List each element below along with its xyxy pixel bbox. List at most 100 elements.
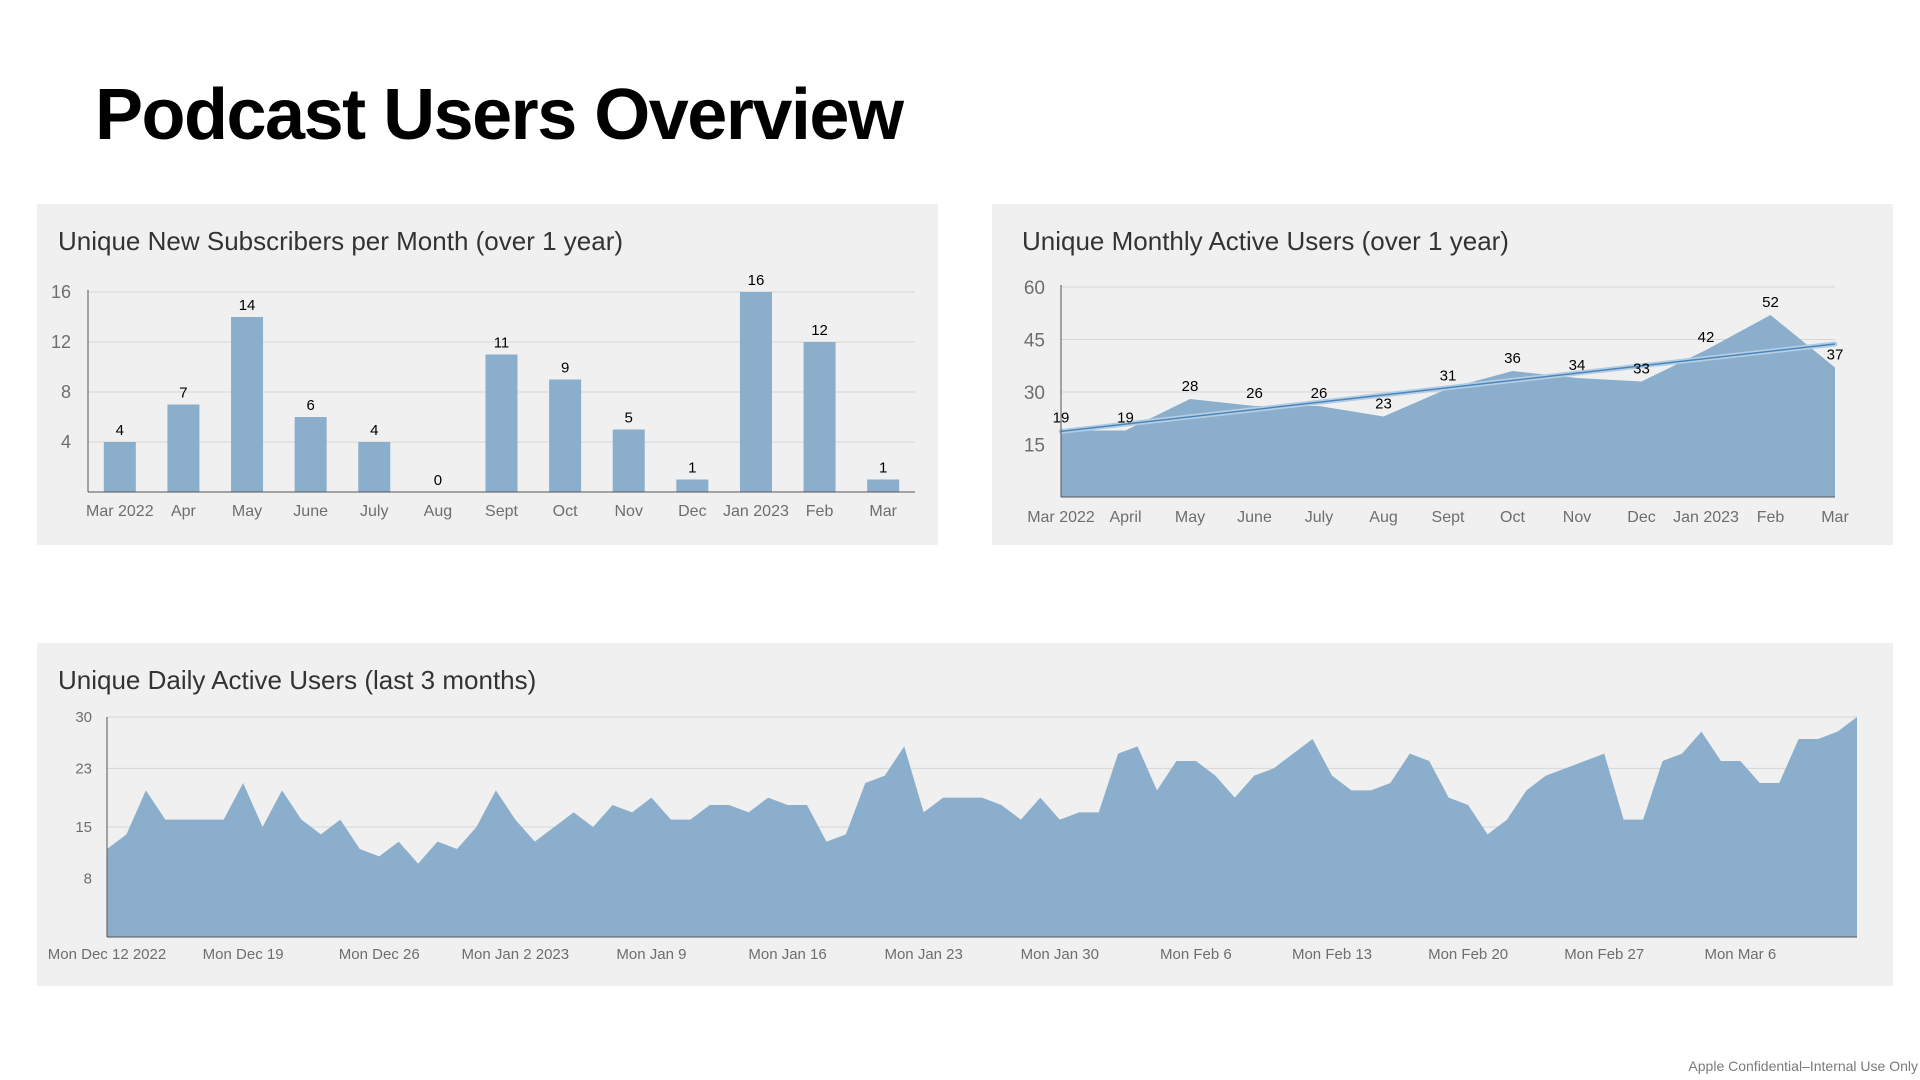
data-label: 26: [1246, 385, 1263, 402]
x-tick-label: Sept: [1432, 509, 1465, 526]
y-tick-label: 12: [51, 332, 71, 352]
data-label: 6: [306, 397, 314, 414]
data-label: 9: [561, 360, 569, 377]
monthly-active-users-panel: Unique Monthly Active Users (over 1 year…: [992, 204, 1893, 545]
page-title: Podcast Users Overview: [95, 75, 904, 155]
x-tick-label: Dec: [1627, 509, 1655, 526]
data-label: 37: [1827, 347, 1844, 364]
x-tick-label: Mon Jan 30: [1021, 946, 1099, 963]
daily-area-chart: 8 15 23 30 Mon Dec 12 2022 Mon Dec 19 Mon Dec …: [48, 709, 1857, 963]
x-tick-label: July: [360, 503, 388, 520]
bar: [549, 379, 582, 492]
data-label: 12: [811, 322, 828, 339]
data-label: 52: [1762, 294, 1779, 311]
x-tick-label: May: [232, 503, 262, 520]
x-tick-label: Mon Dec 26: [339, 946, 420, 963]
x-tick-label: Oct: [1500, 509, 1525, 526]
x-tick-label: Sept: [485, 503, 518, 520]
x-tick-label: Mar 2022: [1027, 509, 1095, 526]
x-tick-label: Mon Feb 13: [1292, 946, 1372, 963]
y-tick-label: 23: [75, 760, 92, 777]
x-tick-label: Apr: [171, 503, 197, 520]
area-series: [107, 717, 1857, 937]
x-tick-label: Aug: [424, 503, 452, 520]
y-tick-label: 60: [1024, 278, 1045, 299]
x-tick-label: Jan 2023: [1673, 509, 1739, 526]
y-tick-label: 8: [84, 870, 92, 887]
x-tick-label: Mon Dec 12 2022: [48, 946, 166, 963]
monthly-active-users-title: Unique Monthly Active Users (over 1 year…: [1022, 226, 1509, 256]
data-label: 26: [1311, 385, 1328, 402]
y-tick-label: 30: [75, 709, 92, 726]
data-label: 4: [370, 422, 378, 439]
bar: [167, 404, 200, 492]
bar: [867, 479, 900, 492]
data-label: 28: [1182, 378, 1199, 395]
x-tick-label: June: [293, 503, 328, 520]
confidential-footer: Apple Confidential–Internal Use Only: [1688, 1058, 1918, 1074]
data-label: 7: [179, 385, 187, 402]
data-label: 1: [688, 460, 696, 477]
area-series: [1061, 315, 1835, 497]
x-tick-label: Mon Jan 9: [616, 946, 686, 963]
y-tick-label: 15: [75, 819, 92, 836]
x-tick-label: Oct: [553, 503, 578, 520]
data-label: 14: [239, 297, 256, 314]
bar: [803, 342, 836, 492]
x-tick-label: Nov: [1563, 509, 1591, 526]
y-tick-label: 30: [1024, 383, 1045, 404]
subscribers-chart-panel: Unique New Subscribers per Month (over 1…: [37, 204, 938, 545]
data-label: 19: [1117, 410, 1134, 427]
x-tick-label: Aug: [1369, 509, 1397, 526]
data-label: 16: [748, 272, 765, 289]
data-label: 42: [1698, 329, 1715, 346]
bar: [485, 354, 518, 492]
data-label: 31: [1440, 368, 1457, 385]
x-tick-label: May: [1175, 509, 1205, 526]
x-tick-label: July: [1305, 509, 1333, 526]
bar: [358, 442, 391, 492]
data-label: 0: [434, 472, 442, 489]
y-tick-label: 16: [51, 282, 71, 302]
x-tick-label: Mon Feb 6: [1160, 946, 1232, 963]
x-tick-label: Dec: [678, 503, 706, 520]
subscribers-chart-title: Unique New Subscribers per Month (over 1…: [58, 226, 624, 256]
bar: [612, 429, 645, 492]
x-tick-label: Mar: [869, 503, 897, 520]
x-tick-label: Jan 2023: [723, 503, 789, 520]
y-tick-label: 45: [1024, 331, 1045, 352]
x-tick-label: April: [1109, 509, 1141, 526]
monthly-area-chart: 15 30 45 60 19 Mar 2022 19 April 28 May 26 June 26 Ju…: [1024, 278, 1850, 526]
data-label: 23: [1375, 396, 1392, 413]
data-label: 4: [116, 422, 124, 439]
x-tick-label: Feb: [806, 503, 834, 520]
data-label: 19: [1053, 410, 1070, 427]
data-label: 1: [879, 460, 887, 477]
x-tick-label: Mon Feb 20: [1428, 946, 1508, 963]
data-label: 34: [1569, 357, 1586, 374]
data-label: 11: [494, 335, 510, 352]
bar: [231, 317, 264, 492]
daily-active-users-panel: Unique Daily Active Users (last 3 months…: [37, 643, 1893, 986]
x-tick-label: Mon Feb 27: [1564, 946, 1644, 963]
y-tick-label: 15: [1024, 436, 1045, 457]
bar: [739, 292, 772, 492]
x-tick-label: Mon Jan 16: [748, 946, 826, 963]
trendline: [1060, 343, 1836, 433]
y-tick-label: 4: [61, 432, 71, 452]
data-label: 33: [1633, 361, 1650, 378]
bar: [676, 479, 709, 492]
data-label: 5: [625, 410, 633, 427]
y-tick-label: 8: [61, 382, 71, 402]
x-tick-label: Mon Dec 19: [203, 946, 284, 963]
x-tick-label: Mon Jan 23: [884, 946, 962, 963]
bar: [103, 442, 136, 492]
x-tick-label: June: [1237, 509, 1272, 526]
x-tick-label: Mon Mar 6: [1704, 946, 1776, 963]
bar: [294, 417, 327, 492]
x-tick-label: Mar: [1821, 509, 1849, 526]
x-tick-label: Feb: [1757, 509, 1785, 526]
x-tick-label: Mar 2022: [86, 503, 154, 520]
data-label: 36: [1504, 350, 1521, 367]
